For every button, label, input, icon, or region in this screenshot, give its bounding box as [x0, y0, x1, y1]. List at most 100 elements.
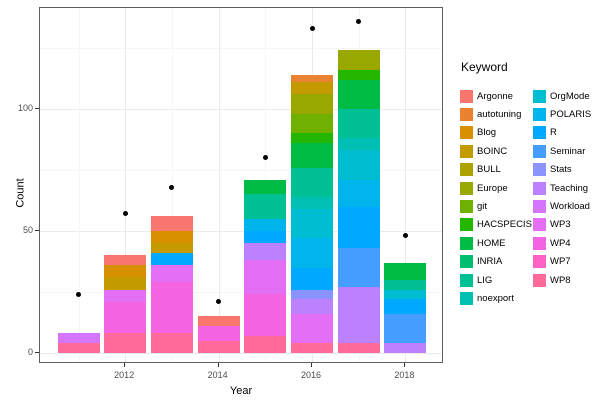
bar-segment-wp8 [197, 340, 240, 353]
legend-item-git: git [455, 197, 528, 215]
bar-segment-lig [337, 109, 380, 139]
bar-segment-lig [291, 167, 333, 197]
legend-color-swatch [533, 181, 546, 195]
bar-segment-stats [291, 289, 333, 300]
x-axis-tick [404, 363, 406, 367]
legend-color-swatch [533, 200, 546, 214]
bar-segment-teaching [244, 243, 287, 261]
y-axis-title: Count [14, 178, 27, 208]
legend-item-workload: Workload [528, 197, 600, 215]
legend-color-swatch [460, 181, 473, 195]
x-axis-tick [217, 363, 219, 367]
legend-item-label: R [550, 127, 557, 139]
bar-segment-r [291, 267, 333, 290]
legend-item-label: BOINC [477, 145, 508, 157]
bar-segment-orgmode [384, 289, 427, 300]
count-point [76, 291, 81, 297]
legend-item-label: Stats [550, 164, 572, 176]
legend-item-label: WP8 [550, 274, 571, 286]
count-point [262, 155, 268, 161]
x-axis-tick [124, 363, 126, 367]
bar-segment-wp4 [197, 326, 240, 341]
legend-color-swatch [460, 273, 473, 287]
bar-segment-argonne [104, 255, 147, 266]
bar-segment-polaris [337, 179, 380, 207]
legend: Keyword Argonne autotuning Blog BOINC BULL Eu… [455, 60, 600, 308]
y-axis-tick [35, 352, 39, 353]
bar-segment-europe [291, 94, 333, 114]
legend-item-wp4: WP4 [528, 234, 600, 252]
legend-item-blog: Blog [455, 124, 528, 142]
bar-segment-autotuning [291, 74, 333, 83]
legend-color-swatch [533, 218, 546, 232]
bar-segment-r [337, 206, 380, 249]
bar-segment-boinc [150, 243, 193, 253]
y-major-gridline [40, 109, 442, 110]
legend-item-label: Workload [550, 201, 590, 213]
legend-item-label: Seminar [550, 145, 586, 157]
bar-segment-r [150, 252, 193, 266]
legend-item-argonne: Argonne [455, 87, 528, 105]
legend-item-home: HOME [455, 234, 528, 252]
x-minor-gridline [78, 8, 80, 362]
legend-item-polaris: POLARIS [528, 105, 600, 123]
legend-item-r: R [528, 124, 600, 142]
bar-segment-r [244, 231, 287, 244]
legend-item-label: POLARIS [550, 109, 592, 121]
x-major-gridline [125, 8, 127, 362]
bar-segment-home [291, 143, 333, 168]
x-axis-tick [311, 363, 312, 367]
bar-segment-wp4 [150, 282, 193, 334]
legend-color-swatch [460, 163, 473, 177]
legend-item-label: noexport [477, 292, 514, 304]
legend-columns: Argonne autotuning Blog BOINC BULL Europe git H… [455, 87, 600, 308]
legend-item-lig: LIG [455, 271, 528, 289]
legend-color-swatch [460, 89, 473, 103]
legend-item-stats: Stats [528, 161, 600, 179]
legend-item-noexport: noexport [455, 289, 528, 307]
legend-item-label: WP3 [550, 219, 571, 231]
plot-panel [39, 7, 443, 363]
legend-color-swatch [533, 126, 546, 140]
bar-segment-polaris [244, 218, 287, 231]
bar-segment-wp8 [150, 333, 193, 353]
x-axis-tick-label: 2016 [300, 370, 322, 380]
legend-column: OrgMode POLARIS R Seminar Stats Teaching Workl… [528, 87, 600, 308]
bar-segment-blog [104, 265, 147, 278]
bar-segment-git [291, 113, 333, 134]
count-point [309, 25, 315, 31]
bar-segment-teaching [337, 287, 380, 344]
x-axis-tick-label: 2012 [114, 370, 135, 380]
bar-segment-orgmode [337, 150, 380, 180]
y-major-gridline [40, 231, 442, 232]
legend-color-swatch [460, 144, 473, 158]
y-axis-tick [35, 230, 39, 231]
x-axis-tick-label: 2018 [394, 370, 415, 380]
bar-segment-seminar [384, 313, 427, 344]
bar-segment-wp8 [104, 333, 147, 353]
bar-segment-wp8 [57, 343, 100, 353]
x-major-gridline [405, 8, 407, 362]
legend-color-swatch [460, 291, 473, 305]
legend-item-label: Argonne [477, 90, 513, 102]
bar-segment-wp8 [337, 343, 380, 353]
bar-segment-boinc [291, 82, 333, 95]
count-point [356, 18, 362, 24]
bar-segment-hacspecis [337, 69, 380, 80]
legend-color-swatch [533, 255, 546, 269]
legend-item-label: HACSPECIS [477, 219, 532, 231]
legend-item-label: Teaching [550, 182, 589, 194]
bar-segment-teaching [384, 343, 427, 353]
legend-color-swatch [533, 273, 546, 287]
legend-color-swatch [533, 108, 546, 122]
x-axis-tick-label: 2014 [207, 370, 228, 380]
legend-column: Argonne autotuning Blog BOINC BULL Europe git H… [455, 87, 532, 308]
legend-item-teaching: Teaching [528, 179, 600, 197]
legend-item-label: WP4 [550, 237, 571, 249]
bar-segment-workload [57, 333, 100, 344]
legend-color-swatch [460, 236, 473, 250]
legend-item-label: OrgMode [550, 90, 590, 102]
bar-segment-hacspecis [291, 133, 333, 144]
bar-segment-lig [384, 279, 427, 290]
bar-segment-noexport [337, 138, 380, 151]
